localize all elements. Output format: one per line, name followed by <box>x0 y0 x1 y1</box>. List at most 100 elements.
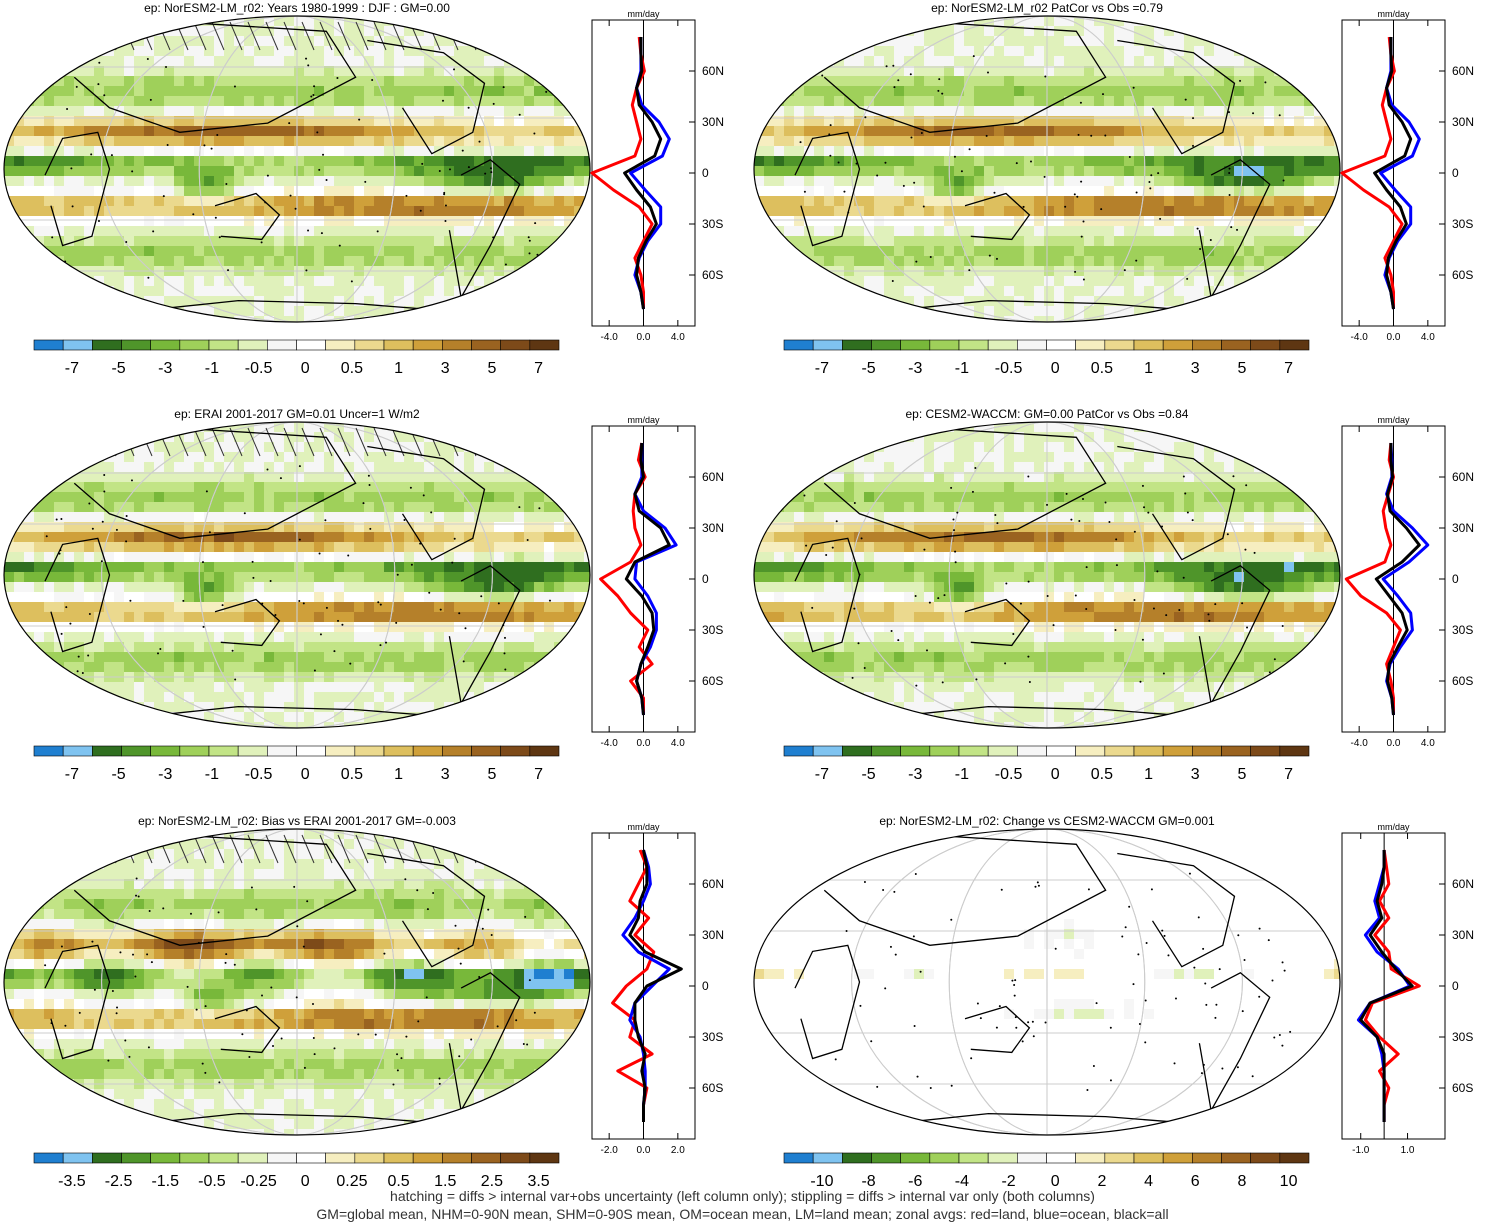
map-cell <box>254 286 265 297</box>
stipple-dot <box>529 240 531 242</box>
map-cell <box>1034 196 1045 207</box>
map-cell <box>94 36 105 47</box>
map-cell <box>334 106 345 117</box>
map-cell <box>184 186 195 197</box>
map-cell <box>434 106 445 117</box>
stipple-dot <box>1083 279 1085 281</box>
map-cell <box>514 492 525 503</box>
map-cell <box>1234 56 1245 67</box>
map-cell <box>194 246 205 257</box>
map-cell <box>374 176 385 187</box>
map-cell <box>464 56 475 67</box>
map-cell <box>164 582 175 593</box>
map-cell <box>534 296 545 307</box>
map-cell <box>314 542 325 553</box>
map-cell <box>1014 166 1025 177</box>
map-cell <box>424 572 435 583</box>
map-cell <box>354 572 365 583</box>
map-cell <box>104 66 115 77</box>
map-cell <box>94 66 105 77</box>
map-cell <box>44 422 55 433</box>
map-cell <box>1054 26 1065 37</box>
stipple-dot <box>989 255 991 257</box>
map-cell <box>794 316 805 327</box>
colorbar-box <box>901 340 930 350</box>
map-cell <box>1224 316 1235 327</box>
map-cell <box>1104 66 1115 77</box>
map-cell <box>524 472 535 483</box>
map-cell <box>304 146 315 157</box>
map-cell <box>454 316 465 327</box>
map-cell <box>824 176 835 187</box>
map-cell <box>1104 146 1115 157</box>
map-cell <box>174 146 185 157</box>
map-cell <box>44 296 55 307</box>
map-cell <box>504 452 515 463</box>
map-cell <box>534 166 545 177</box>
colorbar-label: 1 <box>1144 360 1153 377</box>
map-cell <box>404 512 415 523</box>
map-cell <box>1104 156 1115 167</box>
map-cell <box>64 76 75 87</box>
map-cell <box>274 176 285 187</box>
map-cell <box>1164 96 1175 107</box>
map-cell <box>304 492 315 503</box>
map-cell <box>24 26 35 37</box>
map-cell <box>424 176 435 187</box>
map-cell <box>794 126 805 137</box>
map-cell <box>1054 286 1065 297</box>
map-cell <box>364 512 375 523</box>
map-cell <box>934 146 945 157</box>
map-cell <box>1264 206 1275 217</box>
map-cell <box>424 186 435 197</box>
map-cell <box>804 176 815 187</box>
map-cell <box>484 216 495 227</box>
map-cell <box>1044 86 1055 97</box>
map-cell <box>1134 236 1145 247</box>
map-cell <box>484 256 495 267</box>
map-cell <box>464 502 475 513</box>
map-cell <box>504 246 515 257</box>
map-cell <box>74 216 85 227</box>
map-cell <box>544 166 555 177</box>
map-cell <box>384 76 395 87</box>
stipple-dot <box>993 192 995 194</box>
map-cell <box>1244 96 1255 107</box>
map-cell <box>414 176 425 187</box>
map-cell <box>54 126 65 137</box>
map-cell <box>144 432 155 443</box>
map-cell <box>74 26 85 37</box>
map-cell <box>284 66 295 77</box>
map-cell <box>1174 36 1185 47</box>
map-cell <box>314 572 325 583</box>
map-cell <box>1294 136 1305 147</box>
map-cell <box>934 96 945 107</box>
map-cell <box>904 76 915 87</box>
map-cell <box>1044 56 1055 67</box>
map-cell <box>364 196 375 207</box>
map-cell <box>214 492 225 503</box>
map-cell <box>1164 136 1175 147</box>
map-cell <box>204 542 215 553</box>
map-cell <box>804 296 815 307</box>
map-cell <box>334 206 345 217</box>
map-cell <box>524 206 535 217</box>
map-cell <box>1214 296 1225 307</box>
map-cell <box>504 552 515 563</box>
map-cell <box>174 96 185 107</box>
map-cell <box>1294 216 1305 227</box>
map-cell <box>454 166 465 177</box>
map-cell <box>414 156 425 167</box>
map-cell <box>1154 86 1165 97</box>
map-cell <box>764 66 775 77</box>
map-cell <box>54 36 65 47</box>
map-cell <box>374 502 385 513</box>
map-cell <box>1294 316 1305 327</box>
map-cell <box>1274 36 1285 47</box>
map-cell <box>1074 236 1085 247</box>
map-cell <box>904 136 915 147</box>
map-cell <box>1254 286 1265 297</box>
map-cell <box>184 236 195 247</box>
map-cell <box>1064 306 1075 317</box>
map-cell <box>494 206 505 217</box>
